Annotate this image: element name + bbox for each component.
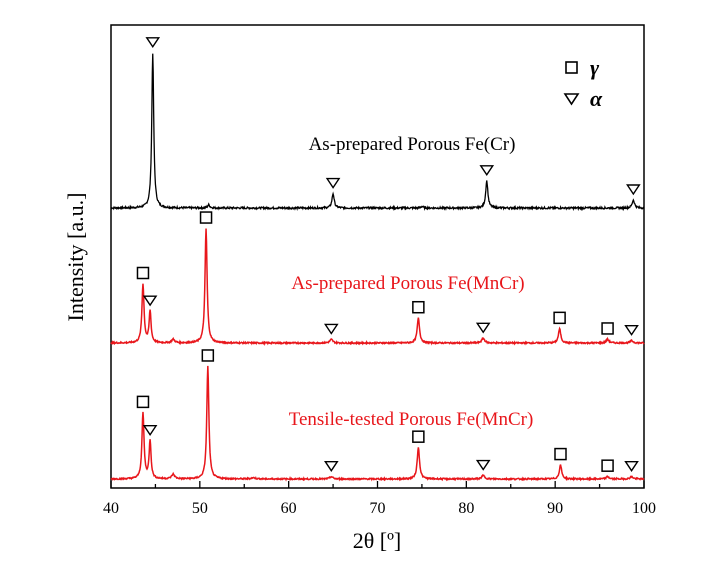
gamma-marker-tensile-fe-mncr-3 xyxy=(201,349,215,362)
x-tick-label-100: 100 xyxy=(632,500,656,517)
gamma-marker-fe-mncr-3 xyxy=(199,211,213,224)
x-tick-label-50: 50 xyxy=(192,500,208,517)
alpha-marker-fe-cr-5 xyxy=(626,184,641,196)
legend-triangle-icon xyxy=(563,93,580,106)
series-layer xyxy=(110,53,645,482)
alpha-marker-fe-cr-0 xyxy=(145,37,161,49)
alpha-marker-fe-mncr-4 xyxy=(324,323,339,335)
series-label-fe-cr: As-prepared Porous Fe(Cr) xyxy=(309,134,516,155)
x-tick-label-40: 40 xyxy=(103,500,119,517)
legend-square-icon xyxy=(565,61,578,74)
x-tick-label-70: 70 xyxy=(370,500,386,517)
legend-label-gamma: γ xyxy=(590,55,600,80)
x-tick-label-60: 60 xyxy=(281,500,297,517)
series-label-fe-mncr: As-prepared Porous Fe(MnCr) xyxy=(291,273,524,294)
series-label-tensile-fe-mncr: Tensile-tested Porous Fe(MnCr) xyxy=(289,409,534,430)
alpha-marker-tensile-fe-mncr-5 xyxy=(324,460,339,472)
x-tick-label-90: 90 xyxy=(547,500,563,517)
phase-markers xyxy=(136,37,641,472)
alpha-marker-fe-mncr-6 xyxy=(475,322,491,334)
series-line-fe-mncr xyxy=(110,228,645,346)
gamma-marker-tensile-fe-mncr-6 xyxy=(412,430,425,443)
series-line-fe-cr xyxy=(110,53,645,212)
x-axis-title: 2θ [º] xyxy=(353,528,402,553)
gamma-marker-fe-mncr-0 xyxy=(136,266,150,280)
gamma-marker-fe-mncr-7 xyxy=(553,311,566,325)
gamma-marker-fe-mncr-5 xyxy=(412,300,425,314)
alpha-marker-tensile-fe-mncr-7 xyxy=(475,459,491,471)
y-axis-title: Intensity [a.u.] xyxy=(63,193,88,322)
gamma-marker-tensile-fe-mncr-0 xyxy=(136,395,150,409)
x-tick-label-80: 80 xyxy=(458,500,474,517)
alpha-marker-fe-cr-4 xyxy=(479,165,495,177)
alpha-marker-fe-mncr-1 xyxy=(142,295,158,307)
alpha-marker-fe-mncr-9 xyxy=(624,324,639,336)
gamma-marker-tensile-fe-mncr-9 xyxy=(601,459,614,472)
gamma-marker-tensile-fe-mncr-8 xyxy=(554,447,567,461)
series-line-tensile-fe-mncr xyxy=(110,365,645,482)
gamma-marker-fe-mncr-8 xyxy=(601,322,614,335)
alpha-marker-fe-cr-2 xyxy=(325,177,341,189)
legend-label-alpha: α xyxy=(590,86,603,111)
alpha-marker-tensile-fe-mncr-1 xyxy=(142,425,158,436)
x-axis-ticks: 40 50 60 70 80 90 100 xyxy=(103,481,656,517)
alpha-marker-tensile-fe-mncr-10 xyxy=(624,460,639,472)
legend: γ α xyxy=(563,55,603,111)
